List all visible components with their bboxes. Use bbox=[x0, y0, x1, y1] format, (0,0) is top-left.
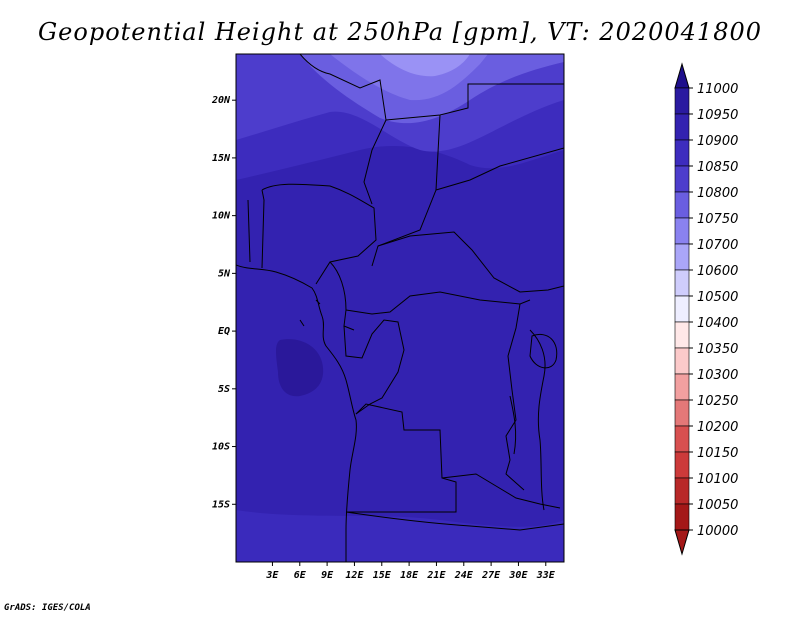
colorbar-swatch bbox=[674, 269, 690, 297]
coastline-west-africa bbox=[236, 264, 357, 562]
colorbar-level-label: 10600 bbox=[697, 264, 738, 279]
colorbar-arrow-bottom bbox=[674, 529, 690, 556]
lon-tick-label: 18E bbox=[400, 570, 419, 581]
colorbar: 11000 10950 10900 10850 10800 10750 10700 10600… bbox=[674, 62, 738, 556]
lat-tick-label: 15S bbox=[212, 499, 230, 510]
colorbar-level-label: 10200 bbox=[697, 420, 738, 435]
colorbar-swatch bbox=[674, 503, 690, 531]
boundary-chad bbox=[435, 147, 564, 191]
colorbar-level-label: 10900 bbox=[697, 134, 738, 149]
colorbar-swatch bbox=[674, 113, 690, 141]
colorbar-swatch bbox=[674, 165, 690, 193]
colorbar-level-label: 10050 bbox=[697, 498, 738, 513]
boundary-north-1 bbox=[299, 54, 387, 205]
colorbar-level-label: 10300 bbox=[697, 368, 738, 383]
colorbar-level-label: 10950 bbox=[697, 108, 738, 123]
lat-tick-label: 10N bbox=[212, 211, 231, 222]
colorbar-level-label: 10750 bbox=[697, 212, 738, 227]
colorbar-swatch bbox=[674, 347, 690, 375]
chart-title: Geopotential Height at 250hPa [gpm], VT:… bbox=[38, 18, 762, 46]
lake-victoria bbox=[529, 334, 558, 369]
lat-tick-label: 15N bbox=[212, 153, 231, 164]
contour-10950-gabon bbox=[276, 339, 324, 397]
colorbar-level-label: 10400 bbox=[697, 316, 738, 331]
boundary-congo bbox=[343, 319, 405, 415]
boundary-sudan-car bbox=[377, 231, 564, 293]
colorbar-swatch bbox=[674, 191, 690, 219]
colorbar-level-label: 10150 bbox=[697, 446, 738, 461]
colorbar-arrow-top bbox=[674, 62, 690, 89]
lake-tanganyika bbox=[509, 395, 517, 455]
colorbar-level-label: 10800 bbox=[697, 186, 738, 201]
contour-south bbox=[236, 510, 564, 562]
lon-tick-label: 15E bbox=[373, 570, 392, 581]
boundary-north-3 bbox=[371, 114, 441, 267]
lon-tick-label: 12E bbox=[345, 570, 364, 581]
lon-tick-label: 3E bbox=[265, 570, 279, 581]
colorbar-swatch bbox=[674, 295, 690, 323]
contour-fill-layer bbox=[236, 54, 564, 562]
lon-tick-label: 9E bbox=[321, 570, 334, 581]
lat-tick-label: EQ bbox=[218, 326, 230, 337]
colorbar-swatch bbox=[674, 451, 690, 479]
lon-tick-label: 21E bbox=[426, 570, 446, 581]
colorbar-level-label: 10350 bbox=[697, 342, 738, 357]
boundary-drc-east bbox=[505, 303, 525, 491]
colorbar-swatch bbox=[674, 87, 690, 115]
lat-tick-label: 20N bbox=[211, 95, 231, 106]
lon-tick-label: 30E bbox=[508, 570, 528, 581]
colorbar-level-label: 10850 bbox=[697, 160, 738, 175]
colorbar-swatch bbox=[674, 321, 690, 349]
colorbar-swatch bbox=[674, 425, 690, 453]
boundary-east-lakes bbox=[529, 329, 546, 511]
credit-label: GrADS: IGES/COLA bbox=[4, 603, 91, 613]
boundary-nigeria bbox=[261, 183, 377, 285]
boundary-angola bbox=[346, 403, 457, 513]
colorbar-swatch bbox=[674, 217, 690, 245]
lat-tick-label: 5S bbox=[218, 384, 230, 395]
colorbar-level-label: 10100 bbox=[697, 472, 738, 487]
lat-tick-label: 10S bbox=[212, 442, 230, 453]
boundary-north-2 bbox=[385, 83, 564, 121]
colorbar-level-label: 10000 bbox=[697, 524, 738, 539]
colorbar-level-label: 10500 bbox=[697, 290, 738, 305]
colorbar-level-label: 11000 bbox=[697, 82, 738, 97]
country-boundaries bbox=[236, 54, 564, 562]
lat-tick-label: 5N bbox=[218, 268, 231, 279]
colorbar-level-label: 10250 bbox=[697, 394, 738, 409]
contour-10650 bbox=[380, 54, 470, 77]
lon-tick-label: 6E bbox=[294, 570, 307, 581]
boundary-namibia bbox=[345, 511, 564, 531]
map-frame bbox=[235, 53, 565, 563]
lon-tick-label: 27E bbox=[481, 570, 501, 581]
colorbar-swatch bbox=[674, 373, 690, 401]
colorbar-swatch bbox=[674, 243, 690, 271]
lon-tick-label: 33E bbox=[536, 570, 556, 581]
lon-tick-label: 24E bbox=[454, 570, 474, 581]
colorbar-level-label: 10700 bbox=[697, 238, 738, 253]
longitude-axis: 3E 6E 9E 12E 15E 18E 21E 24E 27E 30E 33E bbox=[265, 562, 556, 581]
colorbar-swatch bbox=[674, 477, 690, 505]
gulf-islands bbox=[299, 299, 321, 327]
latitude-axis: 20N 15N 10N 5N EQ 5S 10S 15S bbox=[211, 95, 236, 510]
colorbar-swatch bbox=[674, 139, 690, 167]
colorbar-swatch bbox=[674, 399, 690, 427]
boundary-benin-togo bbox=[247, 189, 265, 269]
boundary-car-south bbox=[345, 291, 531, 315]
